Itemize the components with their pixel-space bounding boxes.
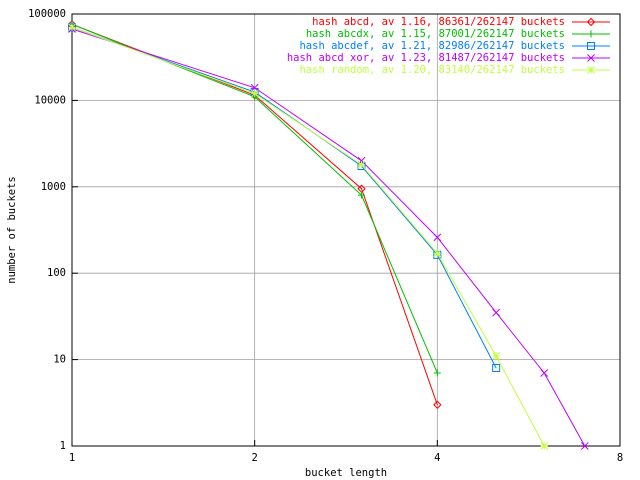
y-tick-label: 1000: [41, 181, 66, 193]
marker: [492, 363, 501, 372]
legend-marker: [587, 66, 595, 74]
marker: [492, 308, 500, 317]
marker: [250, 89, 259, 98]
x-tick-label: 1: [69, 452, 75, 464]
y-tick-label: 100000: [28, 8, 66, 20]
y-tick-label: 100: [47, 267, 66, 279]
marker: [433, 233, 442, 242]
y-tick-label: 1: [60, 440, 66, 452]
legend-marker: [587, 42, 595, 50]
x-tick-label: 8: [617, 452, 623, 464]
y-tick-label: 10: [53, 354, 66, 366]
y-tick-label: 10000: [34, 94, 66, 106]
marker: [433, 249, 442, 258]
y-axis-label: number of buckets: [6, 176, 18, 283]
x-tick-label: 4: [434, 452, 440, 464]
legend-label: hash abcd xor, av 1.23, 81487/262147 buc…: [287, 52, 565, 64]
marker: [433, 250, 442, 259]
legend-label: hash abcdef, av 1.21, 82986/262147 bucke…: [299, 40, 565, 52]
legend-marker: [587, 54, 595, 62]
series-line: [71, 28, 586, 447]
legend-label: hash random, av 1.20, 83140/262147 bucke…: [299, 64, 565, 76]
marker: [492, 352, 500, 360]
marker: [250, 83, 259, 92]
marker: [358, 191, 366, 199]
legend-label: hash abcd, av 1.16, 86361/262147 buckets: [312, 16, 565, 28]
marker: [580, 442, 589, 450]
series-line: [71, 26, 545, 447]
marker: [357, 160, 366, 169]
plot-frame: [71, 13, 621, 447]
marker: [540, 442, 549, 450]
marker: [433, 400, 442, 409]
legend-label: hash abcdx, av 1.15, 87001/262147 bucket…: [306, 28, 565, 40]
x-axis-label: bucket length: [305, 467, 387, 479]
series-line: [71, 26, 497, 369]
marker: [433, 369, 441, 377]
x-tick-label: 2: [252, 452, 258, 464]
legend-marker: [587, 30, 595, 38]
marker: [68, 23, 76, 32]
marker: [540, 369, 549, 377]
legend-marker: [586, 17, 596, 27]
